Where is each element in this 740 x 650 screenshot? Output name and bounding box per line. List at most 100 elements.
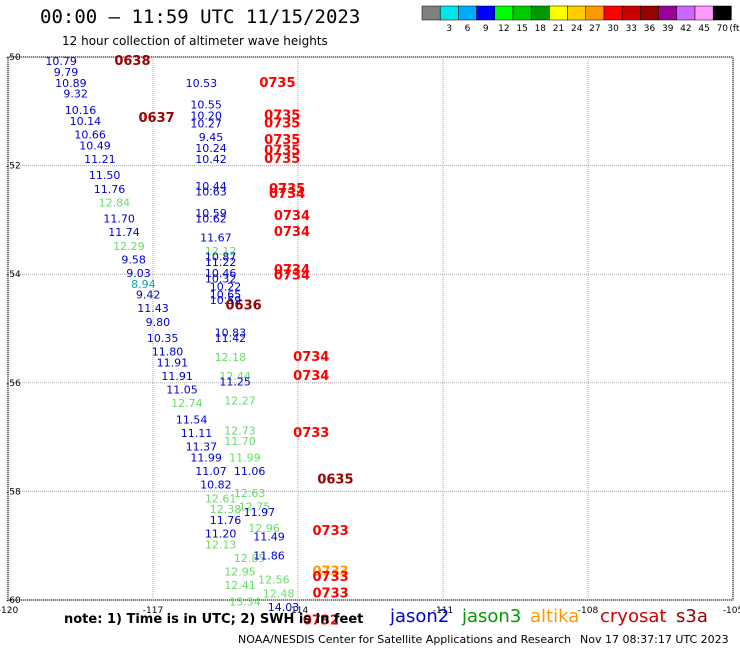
time-label: 0732: [303, 613, 339, 628]
colorbar-label: 15: [516, 24, 527, 34]
time-label: 0733: [313, 524, 349, 539]
data-point-label: 12.63: [234, 487, 266, 500]
data-point-label: 11.11: [181, 427, 213, 440]
colorbar-label: 70: [717, 24, 729, 34]
data-point-label: 11.37: [186, 441, 218, 454]
colorbar-swatch: [421, 5, 441, 21]
data-point-label: 11.70: [103, 213, 135, 226]
time-label: 0734: [274, 225, 310, 240]
colorbar-swatch: [621, 5, 641, 21]
time-label: 0734: [274, 263, 310, 278]
satellite-legend-entry: cryosat: [600, 606, 667, 627]
data-point-label: 11.80: [152, 346, 184, 359]
data-point-label: 12.12: [205, 245, 237, 258]
colorbar-label: 39: [662, 24, 674, 34]
data-point-label: 10.55: [190, 99, 222, 112]
data-point-label: 11.25: [219, 376, 251, 389]
chart-subtitle: 12 hour collection of altimeter wave hei…: [62, 34, 328, 48]
y-tick-label: -56: [6, 379, 21, 389]
colorbar-label: 30: [607, 24, 619, 34]
time-label: 0733: [293, 426, 329, 441]
time-label: 0733: [313, 586, 349, 601]
colorbar-swatch: [476, 5, 496, 21]
data-point-label: 12.27: [224, 395, 256, 408]
data-point-label: 11.54: [176, 414, 208, 427]
data-point-label: 11.67: [200, 232, 232, 245]
time-label: 0734: [293, 350, 329, 365]
data-point-label: 10.32: [205, 272, 237, 285]
time-label: 0735: [264, 152, 300, 167]
x-tick-label: -120: [0, 606, 18, 616]
data-point-label: 12.18: [215, 351, 247, 364]
data-point-label: 12.75: [239, 500, 271, 513]
time-label: 0735: [264, 108, 300, 123]
y-tick-label: -50: [6, 53, 21, 63]
x-tick-label: -105: [723, 606, 740, 616]
data-point-label: 11.91: [157, 357, 189, 370]
data-point-label: 9.45: [199, 131, 224, 144]
data-point-label: 10.20: [190, 109, 222, 122]
colorbar-swatch: [494, 5, 514, 21]
colorbar-label: 24: [571, 24, 583, 34]
data-point-label: 12.41: [224, 579, 256, 592]
y-tick-label: -60: [6, 596, 21, 606]
data-point-label: 10.63: [195, 185, 227, 198]
satellite-legend-entry: jason2: [390, 606, 450, 627]
data-point-label: 10.59: [195, 207, 227, 220]
data-point-label: 10.79: [45, 55, 77, 68]
plot-frame: [7, 56, 734, 601]
data-point-label: 10.83: [215, 327, 247, 340]
time-label: 0734: [274, 269, 310, 284]
time-label: 0638: [114, 54, 150, 69]
footer-timestamp: Nov 17 08:37:17 UTC 2023: [580, 633, 729, 646]
y-tick-label: -52: [6, 162, 21, 172]
data-point-label: 10.65: [210, 289, 242, 302]
colorbar-label: 12: [498, 24, 509, 34]
data-point-label: 11.76: [210, 514, 242, 527]
data-point-label: 11.76: [94, 183, 126, 196]
colorbar-swatch: [567, 5, 587, 21]
data-point-label: 12.56: [258, 574, 290, 587]
data-point-label: 10.42: [195, 153, 227, 166]
data-point-label: 13.34: [229, 595, 261, 608]
data-point-label: 10.49: [79, 139, 111, 152]
data-point-label: 10.46: [205, 267, 237, 280]
data-point-label: 9.32: [63, 88, 88, 101]
data-point-label: 10.24: [195, 142, 227, 155]
data-point-label: 11.07: [195, 465, 227, 478]
colorbar-swatch: [676, 5, 696, 21]
data-point-label: 10.22: [210, 280, 242, 293]
colorbar-swatch: [694, 5, 714, 21]
footer-credit: NOAA/NESDIS Center for Satellite Applica…: [238, 633, 572, 646]
y-tick-label: -54: [6, 270, 21, 280]
colorbar-label: 42: [680, 24, 691, 34]
data-point-label: 12.38: [210, 503, 242, 516]
colorbar-label: 9: [483, 24, 489, 34]
data-point-label: 11.49: [253, 530, 285, 543]
data-point-label: 12.84: [99, 196, 131, 209]
time-label: 0636: [226, 298, 262, 313]
data-point-label: 12.95: [224, 566, 256, 579]
satellite-legend-entry: s3a: [676, 606, 708, 627]
data-point-label: 12.13: [205, 538, 237, 551]
data-point-label: 10.87: [205, 251, 237, 264]
data-point-label: 9.80: [146, 316, 171, 329]
colorbar-label: 21: [553, 24, 564, 34]
colorbar-swatch: [530, 5, 550, 21]
data-point-label: 9.58: [121, 253, 146, 266]
data-point-label: 10.16: [65, 104, 97, 117]
time-label: 0734: [274, 209, 310, 224]
colorbar-label: 27: [589, 24, 600, 34]
data-point-label: 12.74: [171, 397, 203, 410]
data-point-label: 9.03: [126, 267, 151, 280]
time-label: 0735: [259, 76, 295, 91]
x-tick-label: -111: [433, 606, 453, 616]
data-point-label: 10.44: [195, 180, 227, 193]
data-point-label: 11.86: [253, 549, 285, 562]
satellite-legend-entry: jason3: [462, 606, 522, 627]
data-point-label: 9.42: [136, 289, 161, 302]
data-point-label: 11.91: [161, 370, 193, 383]
colorbar-swatch: [512, 5, 532, 21]
